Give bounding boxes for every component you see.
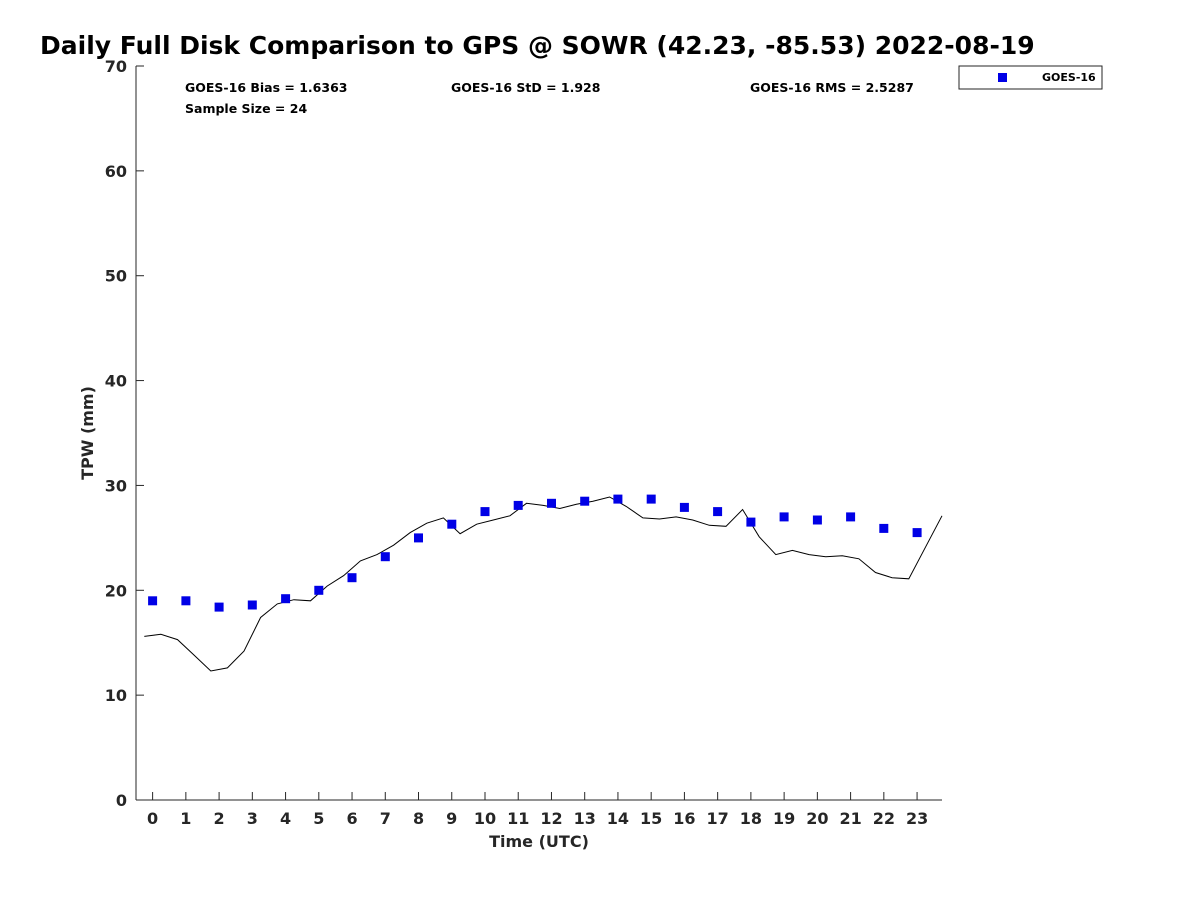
goes16-data-point <box>580 496 590 506</box>
y-axis-label: TPW (mm) <box>78 386 97 480</box>
goes16-data-point <box>879 523 889 533</box>
goes16-data-point <box>746 517 756 527</box>
x-tick-label: 23 <box>906 809 928 828</box>
goes16-data-point <box>347 573 357 583</box>
x-tick-label: 15 <box>640 809 662 828</box>
goes16-point-series <box>148 494 922 612</box>
gps-line <box>144 496 943 672</box>
goes16-data-point <box>613 494 623 504</box>
x-tick-label: 3 <box>247 809 258 828</box>
goes16-data-point <box>214 602 224 612</box>
chart-title: Daily Full Disk Comparison to GPS @ SOWR… <box>40 31 1035 60</box>
x-tick-label: 6 <box>346 809 357 828</box>
goes16-data-point <box>414 533 423 543</box>
x-tick-label: 8 <box>413 809 424 828</box>
goes16-data-point <box>314 585 324 595</box>
x-tick-label: 13 <box>574 809 596 828</box>
x-tick-label: 22 <box>873 809 895 828</box>
goes16-data-point <box>281 594 291 604</box>
goes16-data-point <box>679 502 689 512</box>
x-tick-label: 14 <box>607 809 629 828</box>
bias-annotation: GOES-16 Bias = 1.6363 <box>185 80 347 95</box>
x-tick-label: 1 <box>180 809 191 828</box>
x-tick-label: 19 <box>773 809 795 828</box>
x-axis-label: Time (UTC) <box>489 832 589 851</box>
y-tick-label: 50 <box>105 267 127 286</box>
goes16-data-point <box>247 600 257 610</box>
x-tick-label: 4 <box>280 809 291 828</box>
x-tick-label: 18 <box>740 809 762 828</box>
x-tick-label: 21 <box>839 809 861 828</box>
x-tick-label: 5 <box>313 809 324 828</box>
legend-marker-square <box>998 73 1007 82</box>
y-ticks: 0 10 20 30 40 50 60 70 <box>105 57 144 810</box>
goes16-data-point <box>846 512 856 522</box>
x-tick-label: 7 <box>380 809 391 828</box>
legend-label: GOES-16 <box>1042 71 1096 84</box>
goes16-data-point <box>779 512 789 522</box>
goes16-data-point <box>480 507 490 517</box>
goes16-data-point <box>513 500 523 510</box>
goes16-data-point <box>547 498 556 508</box>
x-tick-label: 17 <box>707 809 729 828</box>
x-tick-label: 11 <box>507 809 529 828</box>
legend-box <box>958 65 1103 90</box>
axes <box>135 66 942 801</box>
rms-annotation: GOES-16 RMS = 2.5287 <box>750 80 914 95</box>
goes16-data-point <box>380 552 390 562</box>
y-tick-label: 10 <box>105 686 127 705</box>
x-tick-label: 12 <box>540 809 562 828</box>
std-annotation: GOES-16 StD = 1.928 <box>451 80 600 95</box>
y-tick-label: 20 <box>105 581 127 600</box>
legend: GOES-16 <box>958 65 1103 90</box>
goes16-data-point <box>812 515 822 525</box>
y-tick-label: 30 <box>105 476 127 495</box>
sample-size-annotation: Sample Size = 24 <box>185 101 307 116</box>
goes16-data-point <box>646 494 656 504</box>
x-ticks: 0 1 2 3 4 5 6 7 8 9 10 11 12 13 14 15 16 17 18 19 20 21 22 23 <box>147 792 928 828</box>
x-tick-label: 2 <box>214 809 225 828</box>
x-tick-label: 16 <box>673 809 695 828</box>
y-tick-label: 40 <box>105 372 127 391</box>
y-tick-label: 70 <box>105 57 127 76</box>
x-tick-label: 9 <box>446 809 457 828</box>
y-tick-label: 0 <box>116 791 127 810</box>
x-tick-label: 10 <box>474 809 496 828</box>
goes16-data-point <box>912 528 922 538</box>
goes16-data-point <box>148 596 158 606</box>
goes16-data-point <box>181 596 191 606</box>
gps-line-series <box>144 496 943 672</box>
goes16-data-point <box>447 519 457 529</box>
x-tick-label: 20 <box>806 809 828 828</box>
y-tick-label: 60 <box>105 162 127 181</box>
x-tick-label: 0 <box>147 809 158 828</box>
goes16-data-point <box>713 507 723 517</box>
